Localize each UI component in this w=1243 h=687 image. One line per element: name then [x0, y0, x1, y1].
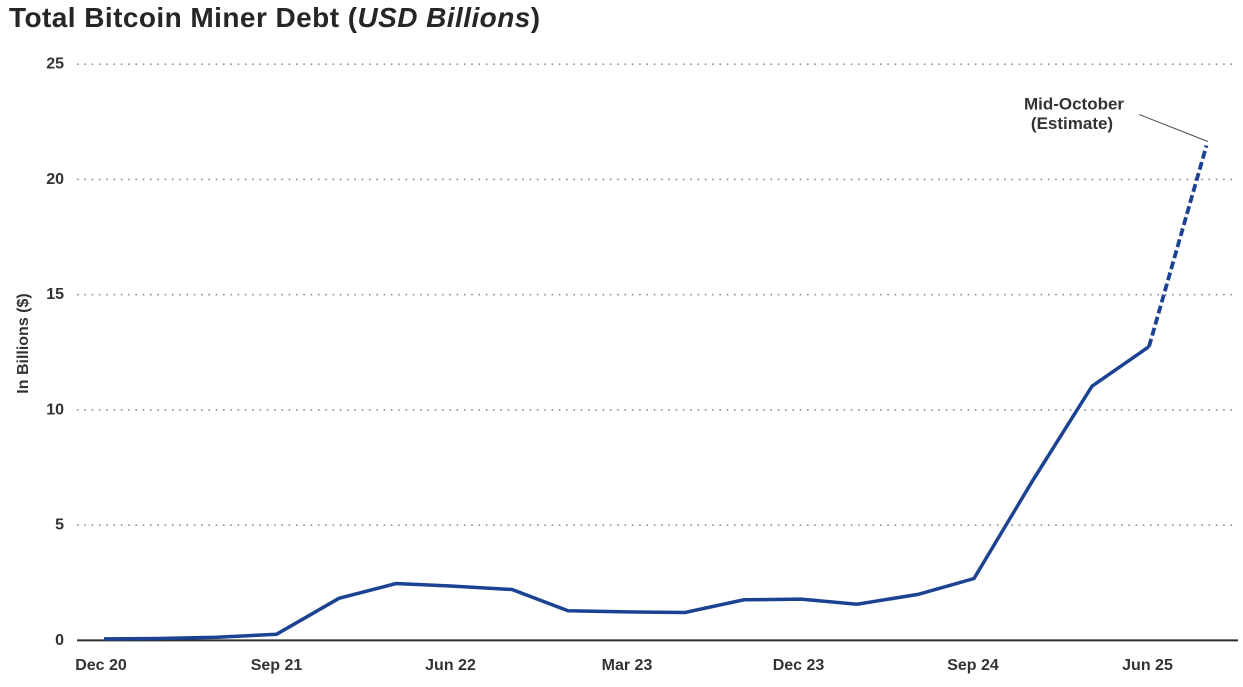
svg-text:Total Bitcoin Miner Debt (USD: Total Bitcoin Miner Debt (USD Billions) — [9, 2, 541, 33]
svg-text:0: 0 — [55, 632, 64, 649]
svg-text:Jun 25: Jun 25 — [1122, 657, 1173, 674]
svg-text:10: 10 — [46, 401, 64, 418]
svg-text:Jun 22: Jun 22 — [425, 657, 476, 674]
svg-text:5: 5 — [55, 517, 64, 534]
svg-text:20: 20 — [46, 171, 64, 188]
svg-text:25: 25 — [46, 56, 64, 73]
svg-text:Dec 23: Dec 23 — [773, 657, 825, 674]
svg-text:(Estimate): (Estimate) — [1031, 114, 1113, 133]
svg-text:Sep 21: Sep 21 — [251, 657, 303, 674]
svg-text:Mar 23: Mar 23 — [602, 657, 653, 674]
svg-text:Dec 20: Dec 20 — [75, 657, 127, 674]
svg-text:In Billions ($): In Billions ($) — [15, 293, 32, 393]
svg-text:Sep 24: Sep 24 — [947, 657, 999, 674]
svg-text:15: 15 — [46, 286, 64, 303]
svg-text:Mid-October: Mid-October — [1024, 95, 1124, 114]
